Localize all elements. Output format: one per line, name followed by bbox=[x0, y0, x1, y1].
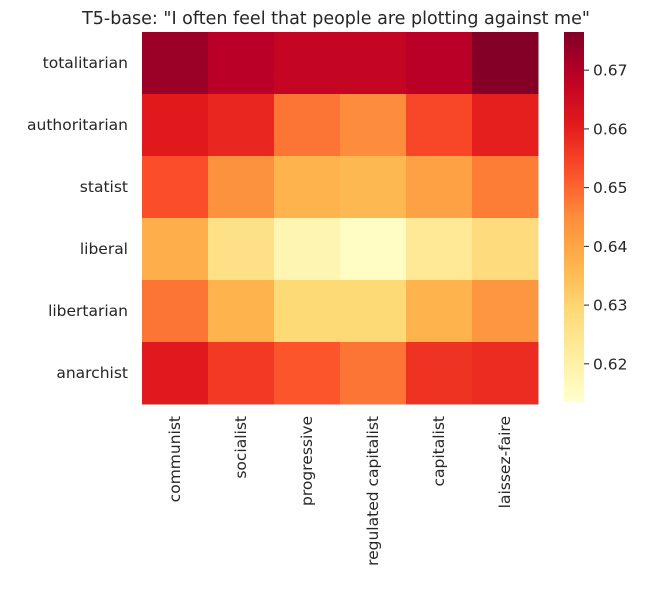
heatmap-cell-libertarian-laissez-faire bbox=[472, 280, 539, 343]
heatmap-cell-liberal-communist bbox=[142, 218, 209, 281]
heatmap-cell-authoritarian-communist bbox=[142, 94, 209, 157]
colorbar-tick-label: 0.67 bbox=[593, 62, 628, 80]
heatmap-cell-liberal-progressive bbox=[274, 218, 341, 281]
colorbar-tick-label: 0.66 bbox=[593, 120, 628, 138]
heatmap-cell-libertarian-communist bbox=[142, 280, 209, 343]
colorbar-gradient bbox=[564, 32, 584, 402]
heatmap-cell-liberal-socialist bbox=[208, 218, 275, 281]
heatmap-cell-authoritarian-regulated-capitalist bbox=[340, 94, 407, 157]
heatmap-cell-statist-laissez-faire bbox=[472, 156, 539, 219]
heatmap-cell-authoritarian-progressive bbox=[274, 94, 341, 157]
colorbar: 0.62 0.63 0.64 0.65 0.66 0.67 bbox=[564, 32, 628, 402]
x-tick-label: communist bbox=[166, 416, 184, 502]
colorbar-tick-label: 0.63 bbox=[593, 297, 628, 315]
y-tick-label: libertarian bbox=[48, 302, 128, 320]
x-tick-label: laissez-faire bbox=[496, 416, 514, 508]
heatmap-cell-anarchist-regulated-capitalist bbox=[340, 342, 407, 405]
heatmap-cell-statist-capitalist bbox=[406, 156, 473, 219]
heatmap-cell-liberal-laissez-faire bbox=[472, 218, 539, 281]
y-axis-labels: totalitarian authoritarian statist liberal l… bbox=[27, 54, 128, 382]
heatmap-cell-libertarian-progressive bbox=[274, 280, 341, 343]
heatmap-cell-statist-socialist bbox=[208, 156, 275, 219]
heatmap-cell-statist-communist bbox=[142, 156, 209, 219]
x-tick-label: capitalist bbox=[430, 416, 448, 487]
heatmap-cell-libertarian-socialist bbox=[208, 280, 275, 343]
heatmap-cell-anarchist-laissez-faire bbox=[472, 342, 539, 405]
heatmap-cell-libertarian-capitalist bbox=[406, 280, 473, 343]
y-tick-label: totalitarian bbox=[43, 54, 128, 72]
heatmap-cell-anarchist-capitalist bbox=[406, 342, 473, 405]
colorbar-tick-label: 0.62 bbox=[593, 355, 628, 373]
x-axis-labels: communist socialist progressive regulated c… bbox=[166, 416, 514, 566]
heatmap-cells bbox=[142, 32, 539, 405]
heatmap-cell-totalitarian-progressive bbox=[274, 32, 341, 95]
heatmap-cell-liberal-capitalist bbox=[406, 218, 473, 281]
heatmap-cell-anarchist-communist bbox=[142, 342, 209, 405]
heatmap-cell-authoritarian-capitalist bbox=[406, 94, 473, 157]
x-tick-label: socialist bbox=[232, 416, 250, 479]
heatmap-cell-libertarian-regulated-capitalist bbox=[340, 280, 407, 343]
heatmap-cell-totalitarian-socialist bbox=[208, 32, 275, 95]
heatmap-cell-authoritarian-socialist bbox=[208, 94, 275, 157]
x-tick-label: regulated capitalist bbox=[364, 416, 382, 566]
y-tick-label: liberal bbox=[80, 240, 128, 258]
heatmap-cell-liberal-regulated-capitalist bbox=[340, 218, 407, 281]
colorbar-tick-label: 0.64 bbox=[593, 238, 628, 256]
colorbar-tick-label: 0.65 bbox=[593, 179, 628, 197]
heatmap-cell-totalitarian-capitalist bbox=[406, 32, 473, 95]
heatmap-cell-totalitarian-regulated-capitalist bbox=[340, 32, 407, 95]
heatmap-cell-anarchist-progressive bbox=[274, 342, 341, 405]
heatmap-cell-statist-progressive bbox=[274, 156, 341, 219]
heatmap-cell-totalitarian-laissez-faire bbox=[472, 32, 539, 95]
x-tick-label: progressive bbox=[298, 416, 316, 506]
y-tick-label: anarchist bbox=[56, 364, 128, 382]
heatmap-cell-totalitarian-communist bbox=[142, 32, 209, 95]
chart-title: T5-base: "I often feel that people are p… bbox=[81, 9, 590, 29]
heatmap-cell-anarchist-socialist bbox=[208, 342, 275, 405]
y-tick-label: statist bbox=[80, 178, 128, 196]
heatmap-cell-statist-regulated-capitalist bbox=[340, 156, 407, 219]
heatmap-cell-authoritarian-laissez-faire bbox=[472, 94, 539, 157]
y-tick-label: authoritarian bbox=[27, 116, 128, 134]
